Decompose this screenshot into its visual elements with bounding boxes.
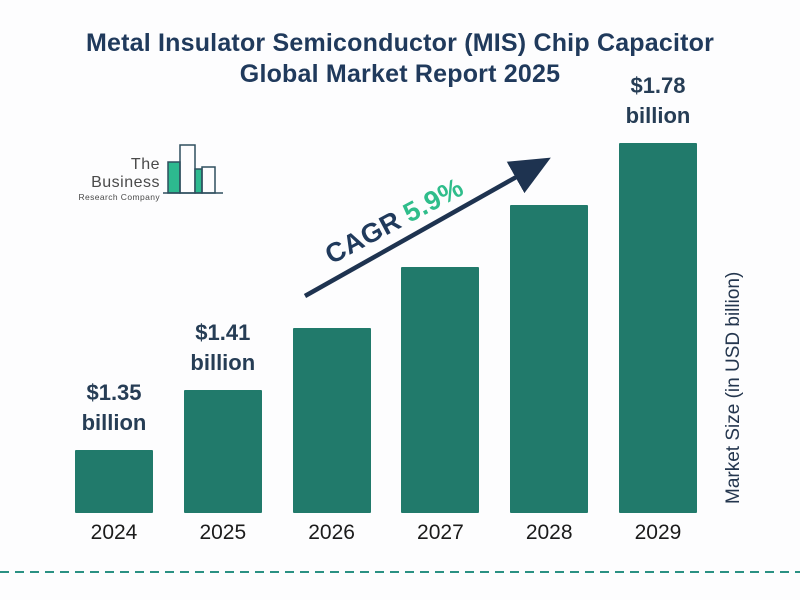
bar-2024 (75, 450, 153, 513)
x-tick-2024: 2024 (90, 521, 138, 544)
title-line-1: Metal Insulator Semiconductor (MIS) Chip… (85, 29, 715, 57)
bar-slot-2024: $1.35 billion 2024 (75, 143, 153, 544)
bar-chart: $1.35 billion 2024 $1.41 billion 2025 2026 2027… (75, 73, 697, 544)
value-unit: billion (81, 410, 147, 435)
page-title: Metal Insulator Semiconductor (MIS) Chip… (0, 28, 800, 90)
value-amount: $1.78 (630, 73, 686, 98)
value-amount: $1.41 (195, 320, 251, 345)
logo-company-name: The Business (91, 156, 160, 191)
cagr-trend-arrow (303, 157, 551, 298)
bar-2026 (292, 328, 371, 513)
bar-slot-2028: 2028 (510, 143, 589, 544)
bar-slot-2029: $1.78 billion 2029 (618, 73, 697, 544)
x-tick-2028: 2028 (525, 521, 573, 544)
value-label-2029: $1.78 billion (598, 71, 718, 131)
value-unit: billion (190, 350, 256, 375)
logo-text: The Business Research Company (58, 156, 160, 202)
company-logo: The Business Research Company (58, 142, 223, 202)
x-tick-2029: 2029 (634, 521, 682, 544)
value-unit: billion (625, 103, 691, 128)
y-axis-label: Market Size (in USD billion) (723, 271, 744, 505)
x-tick-2027: 2027 (417, 521, 464, 544)
value-label-2024: $1.35 billion (54, 378, 174, 438)
bar-2027 (401, 267, 480, 513)
value-amount: $1.35 (86, 380, 142, 405)
bottom-dashed-divider (0, 571, 800, 573)
value-label-2025: $1.41 billion (163, 318, 283, 378)
x-tick-2026: 2026 (308, 521, 355, 544)
bar-2029 (618, 143, 697, 513)
logo-company-subname: Research Company (78, 192, 160, 202)
bar-2028 (510, 205, 589, 513)
logo-bar-chart-icon (163, 144, 223, 194)
bar-slot-2026: 2026 (292, 143, 371, 544)
title-line-2: Global Market Report 2025 (239, 60, 561, 88)
bar-slot-2025: $1.41 billion 2025 (183, 143, 262, 544)
x-tick-2025: 2025 (199, 521, 247, 544)
bar-2025 (183, 390, 262, 513)
bar-slot-2027: 2027 (401, 143, 480, 544)
